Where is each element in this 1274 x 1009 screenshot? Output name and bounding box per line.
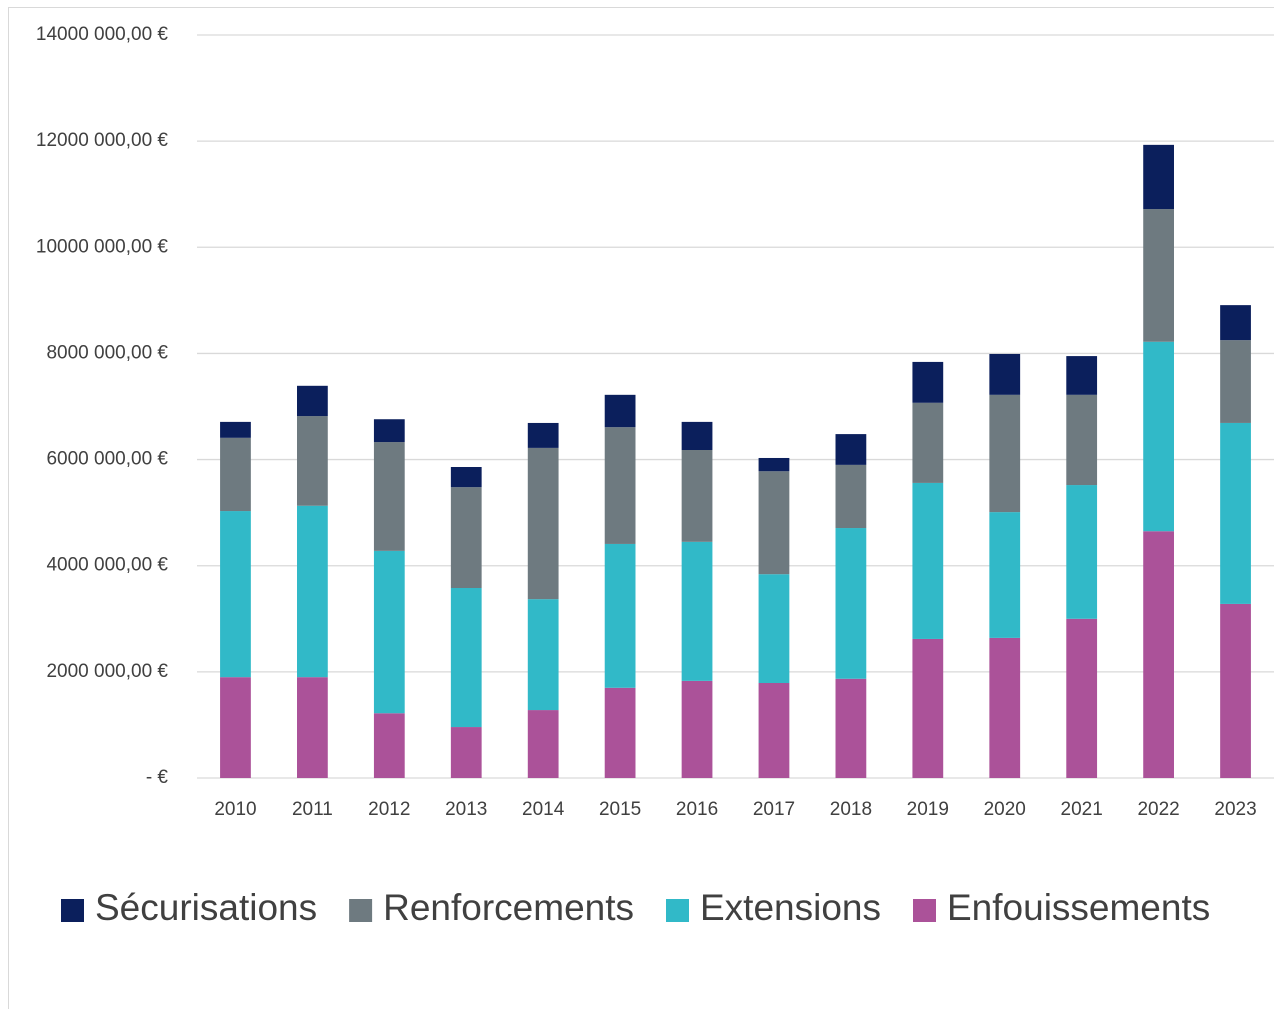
- x-tick-label: 2017: [753, 799, 795, 820]
- bar-segment: [297, 385, 328, 417]
- x-tick-label: 2023: [1214, 799, 1256, 820]
- bar-segment: [758, 683, 790, 778]
- bar-segment: [989, 512, 1021, 638]
- bar-segment: [220, 677, 251, 778]
- bar-segment: [912, 638, 944, 778]
- chart-frame: [8, 7, 1274, 1009]
- bar-segment: [1066, 394, 1098, 486]
- y-tick-label: 2000 000,00 €: [46, 661, 168, 682]
- y-tick-label: 4000 000,00 €: [46, 555, 168, 576]
- bar-segment: [297, 505, 328, 678]
- x-tick-label: 2020: [984, 799, 1026, 820]
- x-tick-label: 2016: [676, 799, 718, 820]
- x-tick-label: 2012: [368, 799, 410, 820]
- legend-label: Extensions: [700, 887, 881, 928]
- legend-swatch: [61, 899, 84, 922]
- bar-segment: [681, 421, 713, 451]
- bar-segment: [1066, 485, 1098, 619]
- y-tick-label: - €: [146, 767, 169, 788]
- legend-swatch: [349, 899, 373, 922]
- legend-label: Renforcements: [383, 887, 634, 928]
- legend-swatch: [913, 899, 936, 922]
- bar-segment: [604, 394, 636, 428]
- bar-segment: [1066, 618, 1098, 778]
- x-tick-label: 2021: [1061, 799, 1103, 820]
- bar-segment: [527, 710, 559, 778]
- bar-segment: [527, 599, 559, 711]
- bar-segment: [527, 422, 559, 448]
- bar-segment: [297, 677, 328, 778]
- bar-segment: [220, 511, 251, 678]
- bar-segment: [450, 727, 482, 778]
- bar-segment: [681, 541, 713, 681]
- y-tick-label: 8000 000,00 €: [46, 342, 168, 363]
- bar-segment: [912, 402, 944, 483]
- bar-segment: [989, 637, 1021, 778]
- x-tick-label: 2019: [907, 799, 949, 820]
- bar-segment: [297, 416, 328, 506]
- bar-segment: [1066, 356, 1098, 395]
- bar-segment: [1220, 603, 1251, 778]
- y-tick-label: 10000 000,00 €: [36, 236, 169, 257]
- x-tick-label: 2010: [214, 799, 256, 820]
- bar-segment: [450, 467, 482, 488]
- x-tick-label: 2022: [1137, 799, 1179, 820]
- bar-segment: [1220, 422, 1251, 604]
- bar-segment: [1143, 341, 1174, 532]
- x-tick-label: 2018: [830, 799, 872, 820]
- bar-segment: [450, 487, 482, 589]
- y-tick-label: 14000 000,00 €: [36, 24, 169, 45]
- y-tick-label: 6000 000,00 €: [46, 449, 168, 470]
- bar-segment: [220, 437, 251, 512]
- x-tick-label: 2011: [292, 799, 333, 820]
- bar-segment: [758, 574, 790, 684]
- bar-segment: [450, 588, 482, 728]
- bar-segment: [835, 464, 867, 529]
- bar-segment: [604, 543, 636, 688]
- bar-segment: [835, 678, 867, 778]
- bar-segment: [373, 419, 405, 443]
- bar-segment: [1143, 531, 1174, 778]
- y-tick-label: 12000 000,00 €: [36, 130, 169, 151]
- bar-segment: [527, 447, 559, 600]
- x-tick-label: 2014: [522, 799, 565, 820]
- bar-segment: [835, 528, 867, 679]
- bar-segment: [604, 427, 636, 544]
- bar-segment: [989, 353, 1021, 395]
- bar-segment: [835, 434, 867, 465]
- legend-label: Sécurisations: [95, 887, 317, 928]
- bar-segment: [912, 482, 944, 639]
- bar-segment: [758, 457, 790, 472]
- bar-segment: [681, 450, 713, 542]
- bar-segment: [373, 442, 405, 551]
- bar-segment: [604, 687, 636, 778]
- bar-segment: [989, 394, 1021, 513]
- bar-segment: [681, 680, 713, 778]
- bar-segment: [220, 421, 251, 438]
- bar-segment: [373, 713, 405, 778]
- x-tick-label: 2015: [599, 799, 641, 820]
- bar-segment: [1143, 144, 1174, 210]
- bar-segment: [1220, 305, 1251, 341]
- legend-swatch: [666, 899, 689, 922]
- x-tick-label: 2013: [445, 799, 487, 820]
- bar-segment: [912, 361, 944, 403]
- legend-label: Enfouissements: [947, 887, 1210, 928]
- bar-segment: [758, 471, 790, 575]
- bar-segment: [1143, 209, 1174, 342]
- bar-segment: [1220, 340, 1251, 423]
- bar-segment: [373, 550, 405, 714]
